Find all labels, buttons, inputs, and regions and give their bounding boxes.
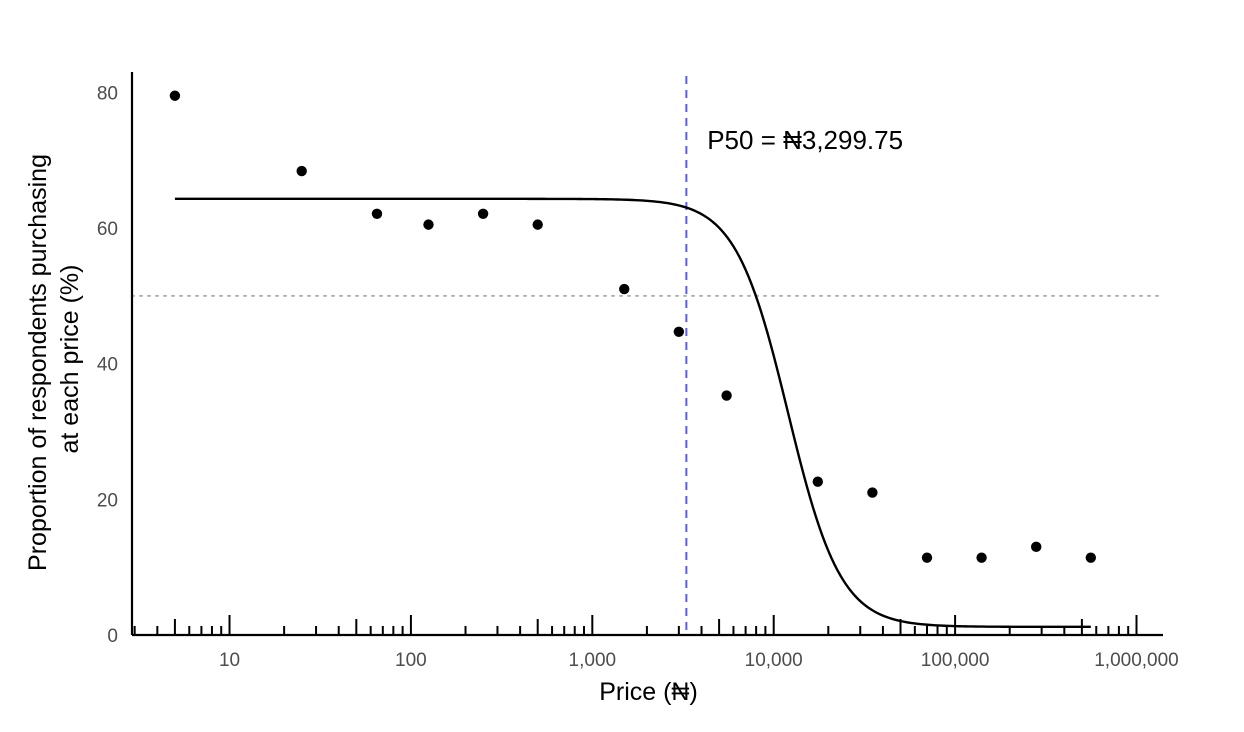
axes: 10 100 1,000 10,000 100,000 1,000,000 0 20 40 60… — [97, 72, 1179, 671]
y-axis-title: Proportion of respondents purchasing at … — [24, 147, 84, 571]
data-point — [1031, 541, 1042, 553]
reference-lines — [131, 76, 1164, 635]
y-tick-label: 80 — [97, 83, 118, 104]
data-point — [296, 165, 307, 177]
data-point — [423, 219, 434, 230]
y-tick-label: 60 — [97, 219, 118, 240]
data-point — [921, 552, 933, 563]
observed-points — [169, 90, 1097, 563]
fitted-curve — [174, 197, 1091, 629]
data-point — [812, 476, 823, 487]
x-tick-label: 1,000,000 — [1094, 650, 1179, 671]
y-axis-title-line-1: Proportion of respondents purchasing — [24, 154, 52, 571]
data-point — [619, 283, 630, 295]
y-tick-label: 20 — [97, 490, 118, 511]
data-point — [976, 552, 987, 563]
y-tick-label: 0 — [107, 626, 118, 647]
data-point — [477, 208, 489, 219]
x-tick-label: 10 — [219, 650, 240, 671]
x-tick-label: 1,000 — [569, 650, 617, 671]
data-point — [371, 208, 383, 219]
x-axis-ticks: 10 100 1,000 10,000 100,000 1,000,000 — [133, 615, 1179, 671]
data-point — [532, 219, 543, 230]
x-tick-label: 100 — [395, 650, 427, 671]
x-tick-label: 100,000 — [921, 650, 990, 671]
data-point — [867, 487, 878, 498]
x-axis-title: Price (₦) — [599, 678, 698, 706]
data-point — [169, 90, 181, 101]
y-axis-ticks: 0 20 40 60 80 — [97, 83, 118, 647]
data-point — [673, 326, 685, 337]
data-point — [721, 390, 732, 401]
p50-annotation: P50 = ₦3,299.75 — [707, 125, 903, 155]
y-tick-label: 40 — [97, 355, 118, 376]
y-axis-title-line-2: at each price (%) — [56, 265, 84, 454]
data-point — [1085, 552, 1097, 563]
x-tick-label: 10,000 — [745, 650, 803, 671]
